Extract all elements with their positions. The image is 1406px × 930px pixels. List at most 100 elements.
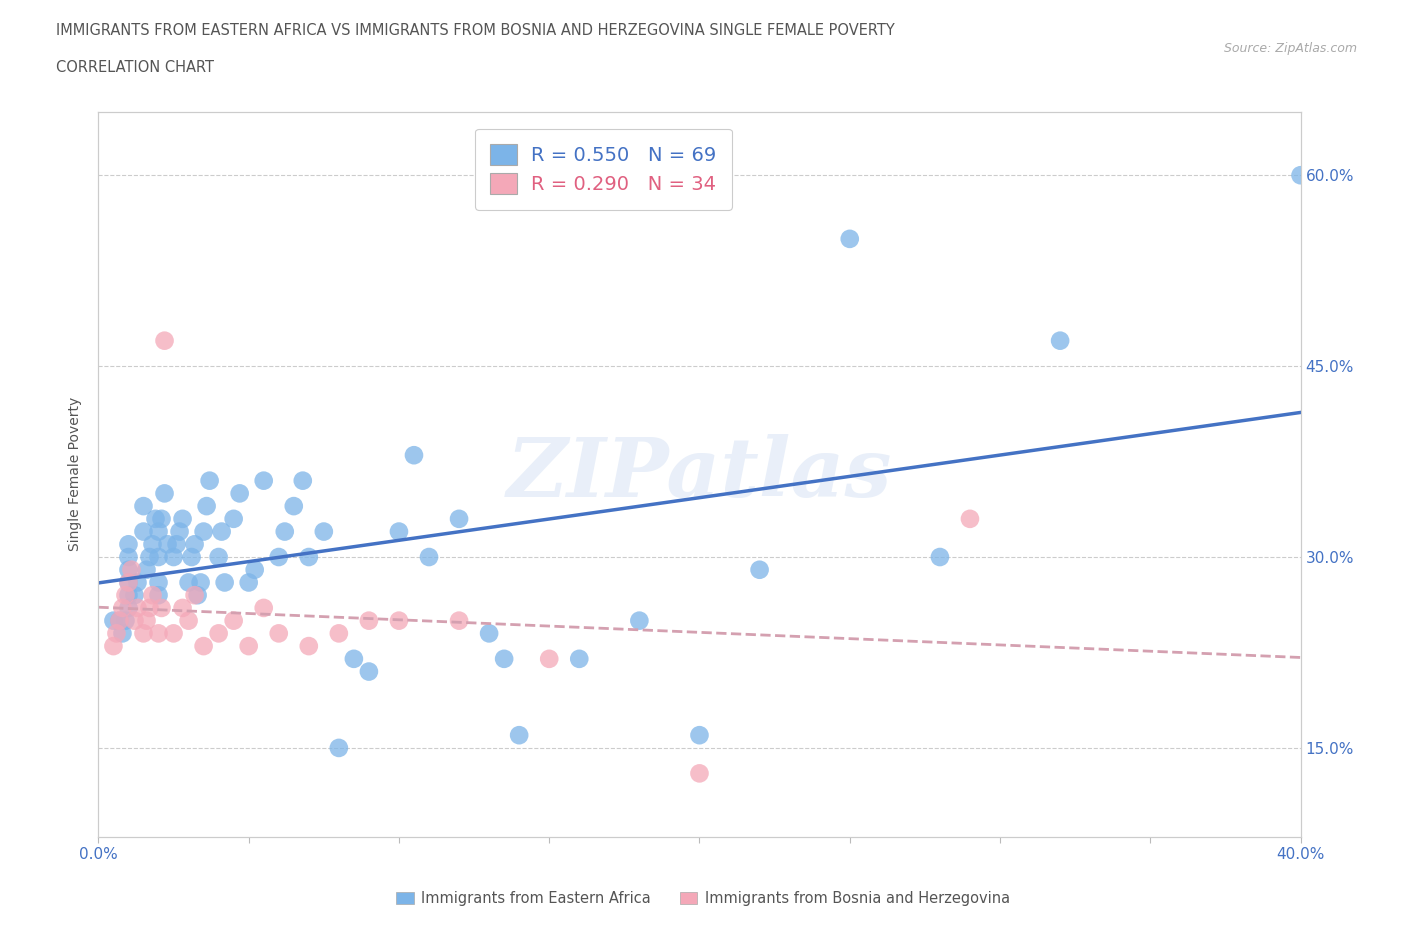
Point: [150, 601, 173, 616]
Point: [169, 525, 191, 539]
Point: [166, 537, 188, 551]
Point: [141, 588, 163, 603]
Point: [929, 550, 952, 565]
Text: Source: ZipAtlas.com: Source: ZipAtlas.com: [1223, 42, 1357, 55]
Point: [141, 537, 163, 551]
Point: [1049, 333, 1071, 348]
Point: [291, 473, 314, 488]
Text: CORRELATION CHART: CORRELATION CHART: [56, 60, 214, 75]
Point: [114, 613, 136, 628]
Point: [127, 575, 149, 590]
Point: [388, 525, 411, 539]
Point: [208, 626, 231, 641]
Point: [172, 601, 194, 616]
Point: [162, 550, 184, 565]
Point: [135, 563, 157, 578]
Point: [253, 473, 276, 488]
Point: [103, 613, 125, 628]
Y-axis label: Single Female Poverty: Single Female Poverty: [69, 397, 83, 551]
Point: [267, 550, 290, 565]
Point: [959, 512, 981, 526]
Point: [138, 550, 160, 565]
Point: [228, 486, 250, 501]
Point: [195, 498, 218, 513]
Point: [172, 512, 194, 526]
Point: [312, 525, 335, 539]
Point: [177, 613, 200, 628]
Point: [117, 575, 139, 590]
Point: [117, 537, 139, 551]
Point: [145, 512, 167, 526]
Point: [153, 486, 176, 501]
Point: [132, 525, 155, 539]
Point: [111, 601, 134, 616]
Point: [748, 563, 770, 578]
Point: [1289, 167, 1312, 182]
Point: [298, 550, 321, 565]
Point: [689, 766, 711, 781]
Point: [568, 651, 591, 666]
Point: [402, 447, 425, 462]
Point: [148, 626, 170, 641]
Legend: R = 0.550   N = 69, R = 0.290   N = 34: R = 0.550 N = 69, R = 0.290 N = 34: [475, 128, 733, 210]
Point: [689, 728, 711, 743]
Point: [148, 575, 170, 590]
Point: [114, 588, 136, 603]
Point: [187, 588, 209, 603]
Point: [328, 626, 350, 641]
Point: [343, 651, 366, 666]
Point: [494, 651, 516, 666]
Point: [190, 575, 212, 590]
Point: [153, 333, 176, 348]
Point: [478, 626, 501, 641]
Point: [156, 537, 179, 551]
Point: [148, 588, 170, 603]
Point: [148, 550, 170, 565]
Point: [138, 601, 160, 616]
Point: [121, 563, 143, 578]
Point: [183, 537, 205, 551]
Legend: Immigrants from Eastern Africa, Immigrants from Bosnia and Herzegovina: Immigrants from Eastern Africa, Immigran…: [391, 884, 1015, 911]
Point: [298, 639, 321, 654]
Point: [117, 575, 139, 590]
Point: [447, 512, 470, 526]
Point: [177, 575, 200, 590]
Point: [105, 626, 128, 641]
Point: [214, 575, 236, 590]
Point: [357, 664, 380, 679]
Text: ZIPatlas: ZIPatlas: [506, 434, 893, 514]
Point: [162, 626, 184, 641]
Point: [148, 525, 170, 539]
Point: [211, 525, 233, 539]
Point: [328, 740, 350, 755]
Text: IMMIGRANTS FROM EASTERN AFRICA VS IMMIGRANTS FROM BOSNIA AND HERZEGOVINA SINGLE : IMMIGRANTS FROM EASTERN AFRICA VS IMMIGR…: [56, 23, 896, 38]
Point: [208, 550, 231, 565]
Point: [193, 639, 215, 654]
Point: [418, 550, 440, 565]
Point: [274, 525, 297, 539]
Point: [117, 563, 139, 578]
Point: [238, 575, 260, 590]
Point: [127, 601, 149, 616]
Point: [628, 613, 651, 628]
Point: [117, 550, 139, 565]
Point: [132, 498, 155, 513]
Point: [388, 613, 411, 628]
Point: [183, 588, 205, 603]
Point: [508, 728, 530, 743]
Point: [103, 639, 125, 654]
Point: [108, 613, 131, 628]
Point: [124, 588, 146, 603]
Point: [180, 550, 202, 565]
Point: [238, 639, 260, 654]
Point: [135, 613, 157, 628]
Point: [222, 512, 245, 526]
Point: [267, 626, 290, 641]
Point: [117, 588, 139, 603]
Point: [132, 626, 155, 641]
Point: [193, 525, 215, 539]
Point: [198, 473, 221, 488]
Point: [111, 626, 134, 641]
Point: [222, 613, 245, 628]
Point: [447, 613, 470, 628]
